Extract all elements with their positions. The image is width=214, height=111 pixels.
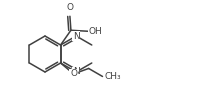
Text: O: O xyxy=(70,69,77,78)
Text: OH: OH xyxy=(89,27,103,36)
Text: N: N xyxy=(73,32,80,41)
Text: CH₃: CH₃ xyxy=(104,72,121,81)
Text: N: N xyxy=(73,67,80,76)
Text: O: O xyxy=(66,3,73,12)
